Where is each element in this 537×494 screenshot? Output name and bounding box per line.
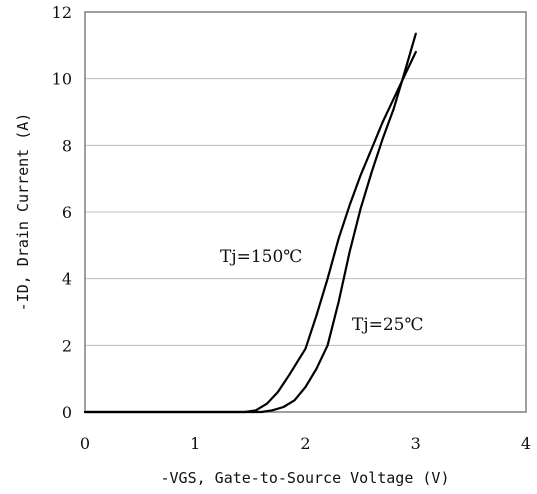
x-tick-labels: 0 1 2 3 4 — [80, 434, 531, 453]
y-axis-title: -ID, Drain Current (A) — [14, 113, 32, 312]
annotation-tj-25: Tj=25℃ — [352, 315, 424, 335]
grid-lines — [85, 78, 526, 346]
x-tick-label: 2 — [300, 434, 310, 453]
y-tick-label: 4 — [62, 270, 72, 289]
x-axis-title: -VGS, Gate-to-Source Voltage (V) — [161, 469, 450, 487]
y-tick-label: 2 — [62, 336, 72, 355]
x-tick-label: 3 — [411, 434, 421, 453]
annotation-tj-150: Tj=150℃ — [220, 247, 302, 267]
y-tick-label: 12 — [52, 3, 72, 22]
y-tick-label: 6 — [62, 203, 72, 222]
x-tick-label: 0 — [80, 434, 90, 453]
y-tick-label: 10 — [52, 70, 72, 89]
y-tick-label: 0 — [62, 403, 72, 422]
series-line-tj-25 — [83, 32, 417, 414]
series-layer — [83, 32, 417, 414]
y-tick-labels: 0 2 4 6 8 10 12 — [52, 3, 72, 422]
plot-frame — [84, 11, 527, 413]
x-tick-label: 4 — [521, 434, 531, 453]
x-tick-label: 1 — [190, 434, 200, 453]
y-tick-label: 8 — [62, 136, 72, 155]
series-line-tj-150 — [83, 50, 417, 414]
